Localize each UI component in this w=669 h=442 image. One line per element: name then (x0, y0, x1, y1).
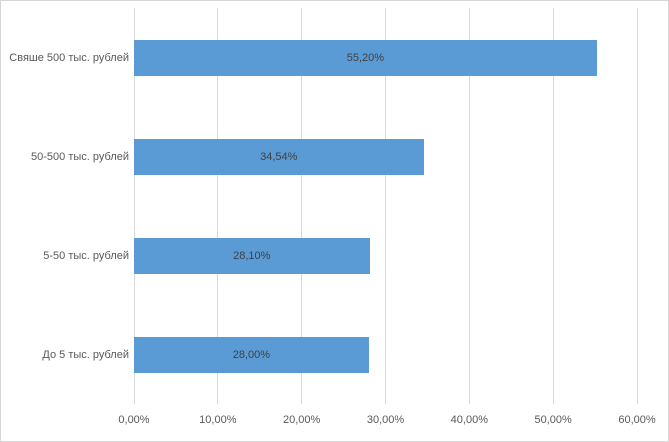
category-axis-label: Свяше 500 тыс. рублей (9, 51, 129, 64)
bar: 28,10% (134, 237, 370, 274)
value-axis-tick-label: 60,00% (618, 414, 656, 426)
vertical-gridline (133, 8, 135, 404)
vertical-gridline (468, 8, 470, 404)
value-axis-tick-label: 20,00% (283, 414, 321, 426)
value-axis-tick-label: 10,00% (199, 414, 237, 426)
bar-data-label: 55,20% (346, 51, 385, 64)
bar-data-label: 28,00% (232, 348, 271, 361)
vertical-gridline (301, 8, 303, 404)
bar-data-label: 34,54% (260, 150, 298, 163)
bar: 34,54% (134, 138, 424, 175)
value-axis-tick-label: 30,00% (366, 414, 405, 426)
vertical-gridline (552, 8, 554, 404)
value-axis-tick-label: 50,00% (534, 414, 572, 426)
vertical-gridline (636, 8, 638, 404)
value-axis-tick-label: 40,00% (450, 414, 488, 426)
category-axis-label: 50-500 тыс. рублей (31, 150, 129, 163)
category-axis-label: 5-50 тыс. рублей (43, 249, 129, 262)
category-axis-label: До 5 тыс. рублей (42, 348, 129, 361)
bar: 55,20% (134, 39, 597, 76)
vertical-gridline (217, 8, 219, 404)
value-axis-tick-label: 0,00% (118, 414, 150, 426)
bar-data-label: 28,10% (233, 249, 271, 262)
vertical-gridline (385, 8, 386, 404)
bar: 28,00% (134, 336, 369, 373)
